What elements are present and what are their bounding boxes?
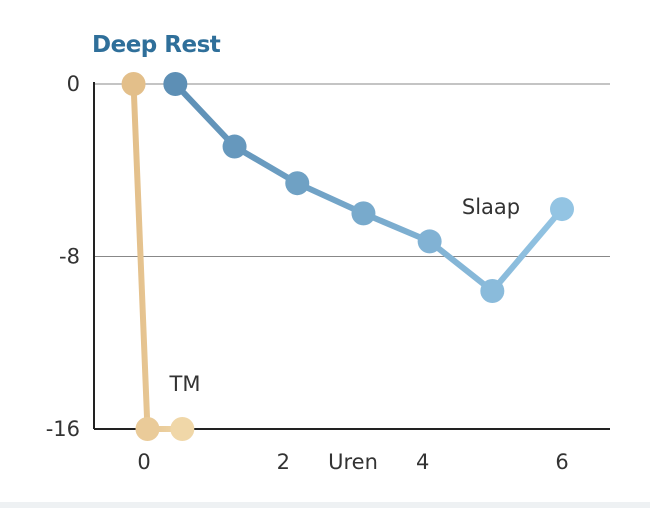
x-tick-label: 4 (416, 450, 429, 474)
tick-layer: 0 -8 -16 0 2 4 6 (46, 72, 569, 474)
y-tick-label: 0 (67, 72, 80, 96)
bottom-strip (0, 502, 650, 508)
data-point (480, 279, 505, 303)
data-point (135, 417, 160, 441)
label-layer: TM Slaap (169, 195, 521, 396)
x-tick-label: 6 (555, 450, 568, 474)
chart-title: Deep Rest (92, 32, 221, 58)
data-point (351, 201, 376, 226)
x-tick-label: 2 (277, 450, 290, 474)
y-tick-label: -16 (46, 417, 80, 441)
data-point (163, 72, 188, 96)
data-point (170, 417, 195, 441)
y-tick-label: -8 (59, 245, 80, 269)
data-point (222, 134, 247, 159)
series-label-slaap: Slaap (462, 195, 520, 219)
data-point (550, 197, 574, 222)
x-axis-label: Uren (328, 450, 378, 474)
series-layer (121, 72, 574, 441)
grid-layer (94, 83, 610, 257)
series-line-slaap (172, 81, 565, 294)
data-point (121, 72, 146, 96)
series-label-tm: TM (169, 372, 201, 396)
data-point (285, 171, 310, 196)
data-point (417, 229, 442, 254)
x-tick-label: 0 (137, 450, 150, 474)
